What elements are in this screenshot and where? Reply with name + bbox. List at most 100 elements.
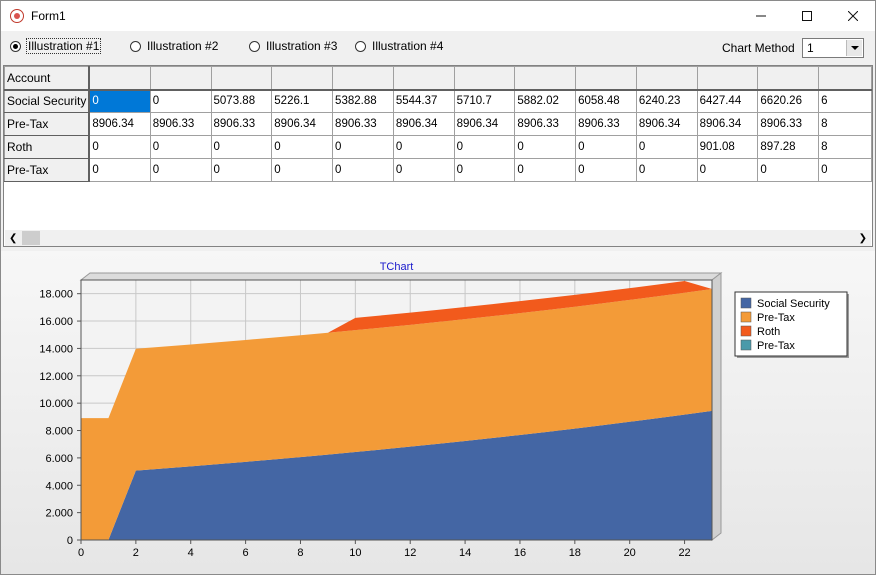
grid-cell[interactable]: 0 [149,135,212,159]
radio-illustration-3[interactable]: Illustration #3 [249,38,337,54]
chart-method-select[interactable]: 1 [802,38,864,58]
grid-header-cell[interactable] [757,66,820,91]
legend-swatch [740,311,752,323]
radio-illustration-2[interactable]: Illustration #2 [130,38,218,54]
grid-cell[interactable]: 8906.34 [453,112,516,136]
grid-header-cell[interactable] [392,66,455,91]
grid-cell[interactable]: 6240.23 [635,89,698,113]
grid-cell[interactable]: 0 [453,158,516,182]
x-tick-label: 0 [78,547,84,559]
grid-cell[interactable]: 8906.34 [88,112,151,136]
grid-cell[interactable]: 0 [210,158,273,182]
radio-label: Illustration #1 [25,38,102,54]
grid-cell[interactable]: 0 [635,135,698,159]
grid-cell[interactable]: 8906.34 [271,112,334,136]
data-grid[interactable]: Account Social Security 0 0 5073.88 5226.1 538… [3,65,873,247]
grid-header-cell[interactable] [210,66,273,91]
grid-cell[interactable]: 0 [271,158,334,182]
grid-header-cell[interactable] [514,66,577,91]
grid-header-cell[interactable] [332,66,394,91]
grid-cell[interactable]: 8 [818,112,872,136]
grid-header-cell[interactable] [453,66,516,91]
chevron-down-icon[interactable] [846,40,862,56]
chart-panel: 0 2 4 6 8 10 12 14 16 18 20 22 0 2.000 4.000 6.000 8.000… [1,251,875,574]
grid-cell[interactable]: 0 [575,158,637,182]
grid-cell[interactable]: 897.28 [757,135,820,159]
radio-illustration-4[interactable]: Illustration #4 [355,38,443,54]
table-row: Pre-Tax 0 0 0 0 0 0 0 0 0 0 0 0 0 [4,158,872,182]
title-bar[interactable]: Form1 [1,1,875,31]
grid-cell[interactable]: 0 [149,158,212,182]
grid-cell[interactable]: 5544.37 [392,89,455,113]
y-tick-label: 8.000 [45,426,73,438]
chevron-left-icon[interactable]: ❮ [9,233,18,244]
legend-label: Pre-Tax [757,340,795,352]
grid-cell[interactable]: 0 [149,89,212,113]
plot-frame [80,279,713,541]
radio-illustration-1[interactable]: Illustration #1 [10,38,102,54]
grid-cell[interactable]: 6427.44 [696,89,759,113]
grid-cell[interactable]: 0 [575,135,637,159]
minimize-button[interactable] [738,1,784,31]
grid-cell[interactable]: 8906.33 [332,112,394,136]
grid-cell[interactable]: 5226.1 [271,89,334,113]
grid-cell[interactable]: 0 [332,158,394,182]
grid-cell[interactable]: 0 [514,158,577,182]
radio-dot[interactable] [130,40,141,52]
grid-cell[interactable]: 8906.34 [635,112,698,136]
grid-header-account: Account [4,66,91,91]
grid-cell[interactable]: 8 [818,135,872,159]
grid-header-cell[interactable] [149,66,212,91]
grid-cell[interactable]: 5882.02 [514,89,577,113]
grid-cell[interactable]: 0 [453,135,516,159]
grid-cell[interactable]: 0 [88,158,151,182]
grid-header-cell[interactable] [818,66,872,91]
grid-cell[interactable]: 6620.26 [757,89,820,113]
row-label: Pre-Tax [4,112,91,136]
grid-cell[interactable]: 0 [88,89,151,113]
grid-header-cell[interactable] [88,66,151,91]
scrollbar-thumb[interactable] [22,231,40,245]
grid-cell[interactable]: 0 [696,158,759,182]
legend-swatch [740,325,752,337]
grid-cell[interactable]: 6 [818,89,872,113]
grid-header-cell[interactable] [696,66,759,91]
table-row: Social Security 0 0 5073.88 5226.1 5382.88 554… [4,89,872,113]
grid-cell[interactable]: 0 [88,135,151,159]
y-tick-label: 12.000 [39,371,73,383]
grid-cell[interactable]: 8906.33 [210,112,273,136]
grid-cell[interactable]: 8906.33 [575,112,637,136]
grid-cell[interactable]: 0 [757,158,820,182]
close-button[interactable] [830,1,875,31]
grid-cell[interactable]: 5073.88 [210,89,273,113]
grid-cell[interactable]: 5710.7 [453,89,516,113]
app-icon[interactable] [10,9,24,23]
grid-cell[interactable]: 901.08 [696,135,759,159]
grid-cell[interactable]: 8906.34 [696,112,759,136]
grid-header-cell[interactable] [635,66,698,91]
grid-cell[interactable]: 6058.48 [575,89,637,113]
maximize-button[interactable] [784,1,830,31]
grid-header-cell[interactable] [575,66,637,91]
chevron-right-icon[interactable]: ❯ [858,233,867,244]
grid-cell[interactable]: 0 [271,135,334,159]
grid-cell[interactable]: 8906.33 [514,112,577,136]
grid-cell[interactable]: 0 [635,158,698,182]
radio-dot[interactable] [355,40,366,52]
radio-dot[interactable] [10,40,21,52]
close-icon [848,11,858,21]
radio-dot[interactable] [249,40,260,52]
grid-cell[interactable]: 0 [210,135,273,159]
grid-cell[interactable]: 8906.33 [149,112,212,136]
grid-cell[interactable]: 0 [392,135,455,159]
horizontal-scrollbar[interactable]: ❮ ❯ [5,230,871,246]
grid-cell[interactable]: 0 [392,158,455,182]
grid-cell[interactable]: 0 [818,158,872,182]
grid-cell[interactable]: 0 [514,135,577,159]
y-tick-label: 6.000 [45,453,73,465]
grid-header-cell[interactable] [271,66,334,91]
grid-cell[interactable]: 0 [332,135,394,159]
grid-cell[interactable]: 5382.88 [332,89,394,113]
grid-cell[interactable]: 8906.33 [757,112,820,136]
grid-cell[interactable]: 8906.34 [392,112,455,136]
